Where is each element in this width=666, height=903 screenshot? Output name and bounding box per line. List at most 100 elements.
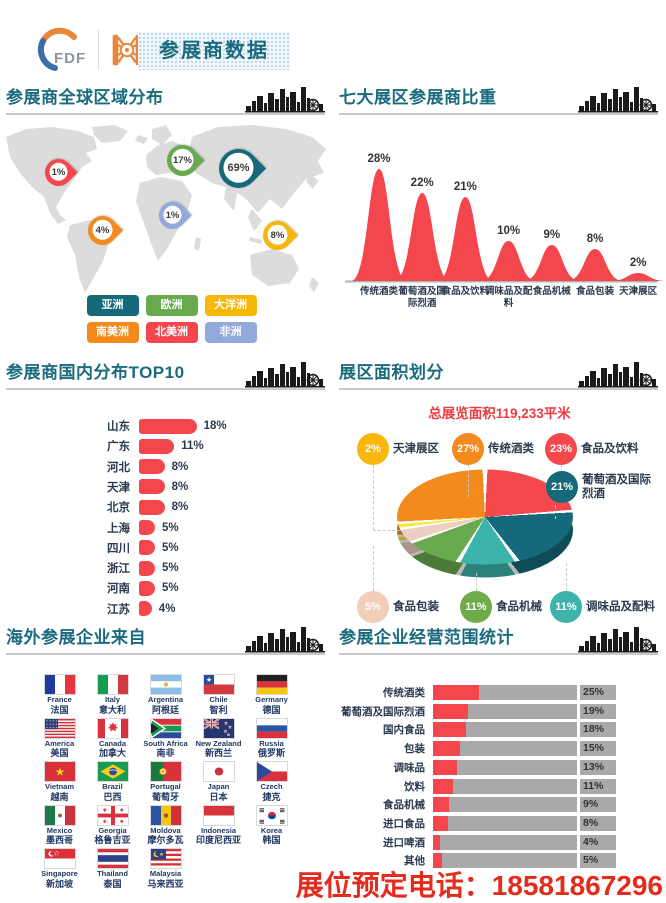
scope-category-label: 葡萄酒及国际烈酒 (341, 705, 425, 718)
phone-number: 18581867296 (491, 870, 663, 901)
scope-value: 19% (583, 704, 605, 717)
country-name-zh: 格鲁吉亚 (94, 835, 131, 846)
top10-bar (139, 580, 155, 596)
page-title: 参展商数据 (138, 32, 290, 70)
map-pin-value: 17% (171, 149, 193, 171)
country-name-zh: 马来西亚 (147, 878, 184, 889)
section-header: 七大展区参展商比重 (339, 85, 658, 115)
section-global-distribution: 参展商全球区域分布 亚洲 欧洲 大洋洲 南美洲 北美洲 非洲 1% 17% 69% 1% 4% 8% (0, 85, 333, 360)
top10-province-label: 北京 (107, 502, 130, 515)
scope-bar-track: 11% (433, 778, 616, 794)
map-pin: 8% (256, 214, 298, 256)
country-name-en: South Africa (143, 738, 188, 748)
top10-row: 山东 18% (0, 418, 227, 434)
germany-flag-icon (245, 674, 298, 695)
pie-slice-label: 天津展区 (393, 442, 439, 455)
top10-province-label: 河南 (107, 583, 130, 596)
legend-chip: 北美洲 (145, 322, 198, 343)
scope-bar-track: 18% (433, 722, 616, 738)
country-name-zh: 新加坡 (45, 878, 73, 889)
top10-row: 浙江 5% (0, 560, 179, 576)
section-header: 海外参展企业来自 (6, 625, 325, 655)
map-pin-value: 1% (49, 163, 67, 181)
map-pin-value: 4% (92, 220, 112, 240)
country-name-en: Singapore (41, 869, 78, 879)
thailand-flag-icon (86, 848, 139, 870)
section-title: 海外参展企业来自 (6, 628, 146, 647)
newzealand-flag-icon (192, 717, 245, 739)
pie-slice-badge: 23% (545, 433, 577, 465)
scope-row: 国内食品 18% (333, 722, 616, 738)
scope-row: 调味品 13% (333, 759, 616, 775)
scope-category-label: 传统酒类 (383, 687, 425, 699)
country-name-en: Malaysia (149, 869, 182, 879)
country-name-en: Canada (98, 738, 127, 748)
scope-row: 其他 5% (333, 853, 616, 869)
scope-bar-separator (577, 778, 580, 794)
scope-bar-separator (577, 834, 580, 850)
top10-province-label: 河北 (107, 461, 130, 474)
scope-value: 25% (583, 686, 605, 698)
scope-category-label: 调味品 (393, 761, 426, 774)
section-title: 展区面积划分 (339, 363, 444, 382)
country-item: Korea 韩国 (245, 804, 298, 847)
cfdf-logo: FDF (34, 26, 96, 74)
map-pin-head: 69% (210, 140, 266, 196)
top10-bar (139, 418, 197, 434)
top10-province-label: 天津 (107, 481, 130, 494)
top10-province-label: 江苏 (107, 603, 130, 616)
top10-value: 18% (203, 420, 227, 432)
top10-row: 河南 5% (0, 580, 179, 596)
scope-bar-separator (577, 759, 580, 775)
pie-slice-badge: 5% (357, 591, 389, 623)
country-item: Vietnam 越南 (33, 761, 86, 803)
country-item: Brazil 巴西 (86, 761, 139, 803)
skyline-icon (245, 624, 325, 654)
country-name-en: America (44, 738, 75, 748)
country-item: South Africa 南非 (139, 717, 192, 760)
country-name-zh: 南非 (156, 748, 175, 759)
scope-bar-separator (577, 797, 580, 813)
top10-value: 5% (162, 541, 179, 554)
scope-category-label: 其他 (404, 855, 425, 868)
country-item: Malaysia 马来西亚 (139, 848, 192, 890)
map-pin: 69% (210, 140, 266, 196)
legend-chip: 亚洲 (86, 295, 139, 316)
country-item: Mexico 墨西哥 (33, 804, 86, 847)
pie-slice-badge: 11% (460, 591, 492, 623)
skyline-icon (578, 624, 658, 654)
top10-province-label: 上海 (107, 522, 130, 535)
country-name-en: Czech (260, 782, 283, 792)
pie-slice-label: 食品及饮料 (581, 442, 639, 455)
svg-text:8%: 8% (587, 233, 604, 245)
country-name-en: Brazil (102, 782, 123, 792)
country-name-zh: 智利 (209, 704, 228, 715)
scope-value: 11% (583, 779, 604, 792)
scope-value: 4% (583, 835, 599, 848)
map-pin-head: 4% (81, 209, 123, 251)
scope-bar-fill (433, 759, 457, 775)
section-header: 展区面积划分 (339, 360, 658, 390)
country-item: Singapore 新加坡 (33, 848, 86, 890)
scope-bar-fill (433, 778, 454, 794)
map-pin-value: 69% (223, 153, 253, 183)
top10-row: 河北 8% (0, 459, 188, 475)
singapore-flag-icon (33, 848, 86, 870)
country-name-zh: 巴西 (103, 791, 122, 802)
map-pin-head: 1% (38, 152, 78, 192)
section-header: 参展企业经营范围统计 (339, 625, 658, 655)
country-item: Georgia 格鲁吉亚 (86, 804, 139, 847)
map-pin: 4% (81, 209, 123, 251)
svg-text:2%: 2% (630, 257, 647, 269)
country-name-zh: 意大利 (98, 704, 126, 715)
scope-bar-track: 15% (433, 741, 616, 757)
connector-line (373, 530, 405, 531)
canada-flag-icon (86, 717, 139, 739)
top10-row: 广东 11% (0, 438, 204, 454)
country-name-en: Russia (259, 738, 284, 748)
top10-value: 5% (162, 521, 179, 534)
country-name-en: Mexico (46, 825, 73, 835)
pie-slice-label: 食品机械 (496, 600, 542, 613)
country-name-zh: 摩尔多瓦 (147, 835, 184, 846)
country-name-en: New Zealand (195, 738, 242, 748)
